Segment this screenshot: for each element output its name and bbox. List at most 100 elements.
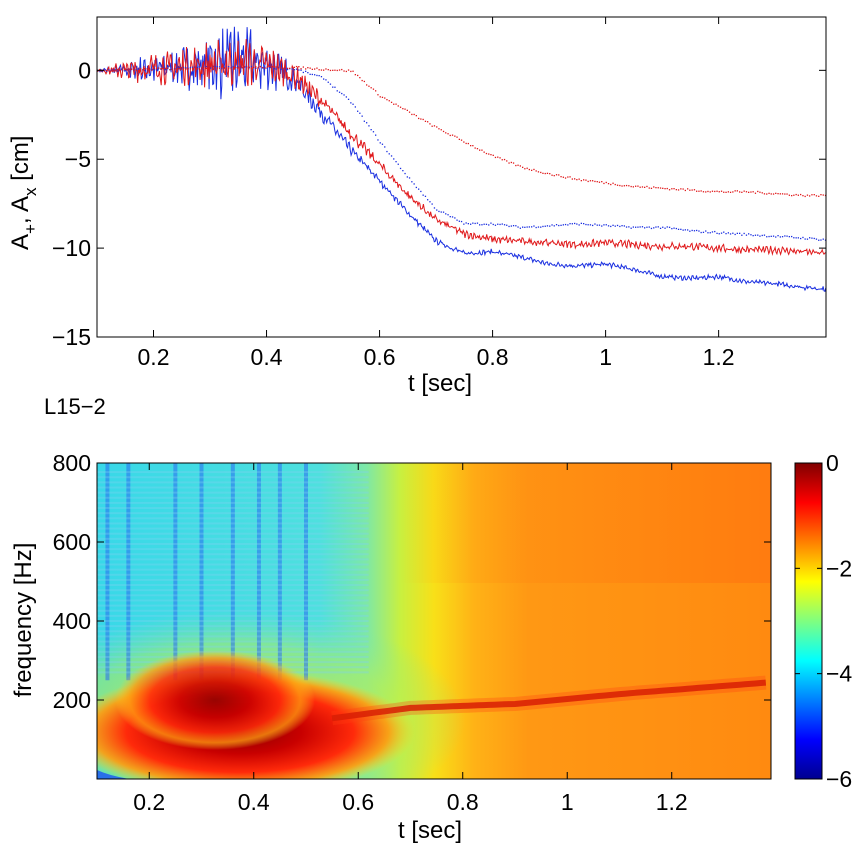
series-dot	[583, 179, 585, 181]
series-dot	[815, 195, 818, 197]
series-dot	[623, 225, 625, 227]
series-dot	[648, 226, 650, 228]
series-dot	[266, 66, 268, 68]
series-dot	[273, 68, 275, 70]
series-dot	[427, 121, 429, 123]
series-dot	[784, 235, 786, 237]
spectrogram-band	[97, 553, 369, 556]
spectrogram-band	[97, 558, 369, 561]
series-dot	[702, 191, 705, 193]
series-dot	[818, 239, 820, 241]
series-dot	[763, 234, 766, 236]
series-dot	[289, 67, 291, 69]
series-dot	[112, 70, 115, 72]
series-dot	[549, 225, 551, 227]
series-dot	[684, 229, 686, 231]
series-dot	[185, 67, 187, 69]
series-line-red-solid	[96, 38, 826, 257]
series-dot	[399, 167, 402, 170]
series-dot	[207, 66, 210, 68]
series-dot	[458, 220, 460, 222]
series-dot	[273, 66, 275, 68]
series-dot	[569, 176, 571, 178]
series-dot	[442, 211, 445, 213]
series-dot	[788, 236, 790, 238]
series-dot	[347, 98, 350, 100]
series-dot	[793, 194, 795, 196]
series-dot	[370, 129, 372, 131]
series-dot	[540, 171, 542, 174]
series-dot	[671, 228, 673, 230]
series-dot	[492, 154, 494, 156]
series-dot	[442, 130, 445, 133]
series-dot	[280, 68, 282, 70]
series-dot	[696, 190, 698, 192]
series-dot	[745, 234, 748, 236]
series-dot	[375, 134, 377, 136]
series-dot	[456, 219, 458, 221]
series-dot	[359, 77, 361, 79]
series-dot	[605, 181, 607, 184]
spectrogram-high-freq-band	[400, 463, 771, 583]
series-dot	[470, 145, 472, 147]
series-dot	[705, 230, 707, 232]
series-dot	[284, 67, 286, 70]
series-dot	[558, 224, 560, 227]
series-dot	[366, 122, 368, 124]
colorbar: 0 −2 −4 −6	[794, 450, 852, 792]
series-dot	[766, 193, 768, 195]
series-dot	[361, 115, 363, 117]
series-dot	[592, 180, 594, 182]
spectrogram-band	[97, 537, 369, 540]
series-dot	[368, 125, 370, 127]
series-dot	[729, 191, 732, 193]
series-dot	[657, 187, 659, 189]
series-dot	[329, 69, 332, 72]
series-dot	[490, 222, 492, 224]
top-plot-frame	[96, 16, 827, 338]
series-dot	[126, 69, 128, 71]
series-dot	[103, 70, 106, 72]
series-dot	[454, 217, 456, 219]
spectrogram-band	[97, 584, 369, 587]
series-dot	[393, 158, 395, 160]
series-dot	[178, 68, 180, 70]
series-dot	[707, 190, 709, 193]
series-dot	[553, 175, 555, 177]
series-dot	[133, 69, 135, 71]
series-dot	[711, 231, 714, 233]
series-dot	[625, 184, 628, 187]
series-dot	[594, 180, 596, 183]
series-dot	[488, 224, 490, 226]
series-dot	[173, 68, 176, 70]
spectrogram-stripe	[199, 463, 204, 681]
series-dot	[648, 187, 650, 189]
series-dot	[467, 142, 469, 145]
series-dot	[106, 70, 108, 73]
series-dot	[775, 236, 777, 238]
series-dot	[117, 70, 119, 72]
series-dot	[155, 69, 158, 71]
series-dot	[668, 226, 671, 228]
series-dot	[718, 233, 720, 235]
series-dot	[447, 133, 449, 135]
spectrogram-x-tick-label: 0.4	[238, 789, 270, 815]
series-dot	[121, 69, 124, 71]
series-dot	[239, 67, 241, 69]
series-dot	[379, 142, 381, 144]
series-dot	[110, 69, 112, 71]
series-dot	[250, 65, 252, 68]
series-dot	[494, 224, 497, 226]
series-dot	[779, 193, 781, 195]
series-dot	[384, 146, 386, 148]
series-dot	[666, 226, 668, 228]
series-dot	[813, 194, 815, 196]
series-dot	[811, 237, 813, 239]
series-dot	[734, 190, 736, 192]
series-dot	[176, 67, 178, 69]
series-dot	[431, 125, 433, 127]
series-dot	[424, 120, 427, 122]
series-dot	[512, 162, 515, 164]
series-dot	[603, 224, 605, 226]
series-dot	[716, 190, 718, 192]
